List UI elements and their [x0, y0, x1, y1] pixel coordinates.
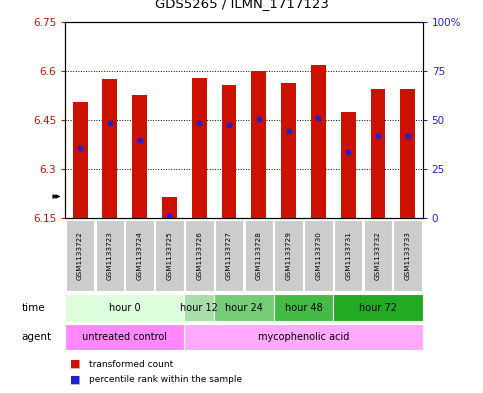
Text: ■: ■	[70, 375, 81, 385]
FancyBboxPatch shape	[274, 220, 303, 291]
Text: GSM1133724: GSM1133724	[137, 231, 142, 280]
Text: GSM1133726: GSM1133726	[196, 231, 202, 280]
FancyBboxPatch shape	[185, 294, 214, 321]
Text: hour 72: hour 72	[359, 303, 397, 312]
Text: GSM1133728: GSM1133728	[256, 231, 262, 280]
FancyBboxPatch shape	[126, 220, 154, 291]
Bar	[192, 78, 207, 218]
Bar	[72, 102, 87, 218]
Text: GSM1133732: GSM1133732	[375, 231, 381, 280]
Bar	[370, 89, 385, 218]
FancyBboxPatch shape	[215, 220, 243, 291]
Text: hour 0: hour 0	[109, 303, 141, 312]
Bar	[222, 86, 237, 218]
FancyBboxPatch shape	[244, 220, 273, 291]
Text: GSM1133725: GSM1133725	[167, 231, 172, 280]
Bar	[162, 197, 177, 218]
FancyBboxPatch shape	[304, 220, 333, 291]
Text: ■: ■	[70, 359, 81, 369]
Text: GDS5265 / ILMN_1717123: GDS5265 / ILMN_1717123	[155, 0, 328, 11]
FancyBboxPatch shape	[364, 220, 392, 291]
Text: GSM1133727: GSM1133727	[226, 231, 232, 280]
Bar	[400, 89, 415, 218]
Text: hour 12: hour 12	[180, 303, 218, 312]
FancyBboxPatch shape	[155, 220, 184, 291]
Bar	[251, 71, 266, 218]
Text: transformed count: transformed count	[89, 360, 173, 369]
Text: GSM1133733: GSM1133733	[405, 231, 411, 280]
FancyBboxPatch shape	[334, 220, 362, 291]
Text: hour 48: hour 48	[284, 303, 322, 312]
Text: GSM1133722: GSM1133722	[77, 231, 83, 280]
Bar	[341, 112, 355, 218]
FancyBboxPatch shape	[185, 220, 213, 291]
Text: time: time	[22, 303, 45, 312]
FancyBboxPatch shape	[66, 220, 94, 291]
Bar	[132, 95, 147, 218]
Text: mycophenolic acid: mycophenolic acid	[258, 332, 349, 342]
FancyBboxPatch shape	[274, 294, 333, 321]
FancyBboxPatch shape	[394, 220, 422, 291]
Text: GSM1133729: GSM1133729	[285, 231, 292, 280]
Text: GSM1133723: GSM1133723	[107, 231, 113, 280]
Text: agent: agent	[22, 332, 52, 342]
Text: GSM1133731: GSM1133731	[345, 231, 351, 280]
Text: hour 24: hour 24	[225, 303, 263, 312]
FancyBboxPatch shape	[65, 324, 185, 350]
FancyBboxPatch shape	[333, 294, 423, 321]
Text: GSM1133730: GSM1133730	[315, 231, 321, 280]
Bar	[281, 83, 296, 218]
FancyBboxPatch shape	[65, 294, 185, 321]
FancyBboxPatch shape	[214, 294, 274, 321]
FancyBboxPatch shape	[96, 220, 124, 291]
Bar	[311, 65, 326, 218]
FancyBboxPatch shape	[185, 324, 423, 350]
Text: percentile rank within the sample: percentile rank within the sample	[89, 375, 242, 384]
Text: untreated control: untreated control	[82, 332, 167, 342]
Bar	[102, 79, 117, 218]
